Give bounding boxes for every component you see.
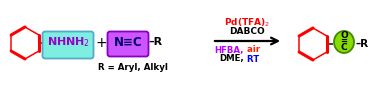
Text: DME,: DME, (219, 54, 243, 63)
Ellipse shape (334, 31, 354, 53)
Text: +: + (95, 36, 107, 50)
Text: –R: –R (355, 39, 368, 49)
Text: NHNH$_2$: NHNH$_2$ (46, 35, 90, 49)
Text: =: = (341, 37, 347, 46)
Text: R = Aryl, Alkyl: R = Aryl, Alkyl (98, 62, 168, 71)
Text: HFBA,: HFBA, (214, 45, 243, 54)
Text: RT: RT (245, 54, 260, 63)
Text: N≡C: N≡C (114, 36, 142, 49)
Text: Pd(TFA)$_2$: Pd(TFA)$_2$ (225, 17, 271, 29)
Text: C: C (341, 43, 347, 52)
Text: –R: –R (148, 37, 162, 47)
Text: O: O (340, 31, 348, 40)
Text: air: air (245, 45, 260, 54)
FancyBboxPatch shape (107, 32, 149, 57)
Text: DABCO: DABCO (229, 28, 265, 36)
FancyBboxPatch shape (42, 32, 93, 58)
